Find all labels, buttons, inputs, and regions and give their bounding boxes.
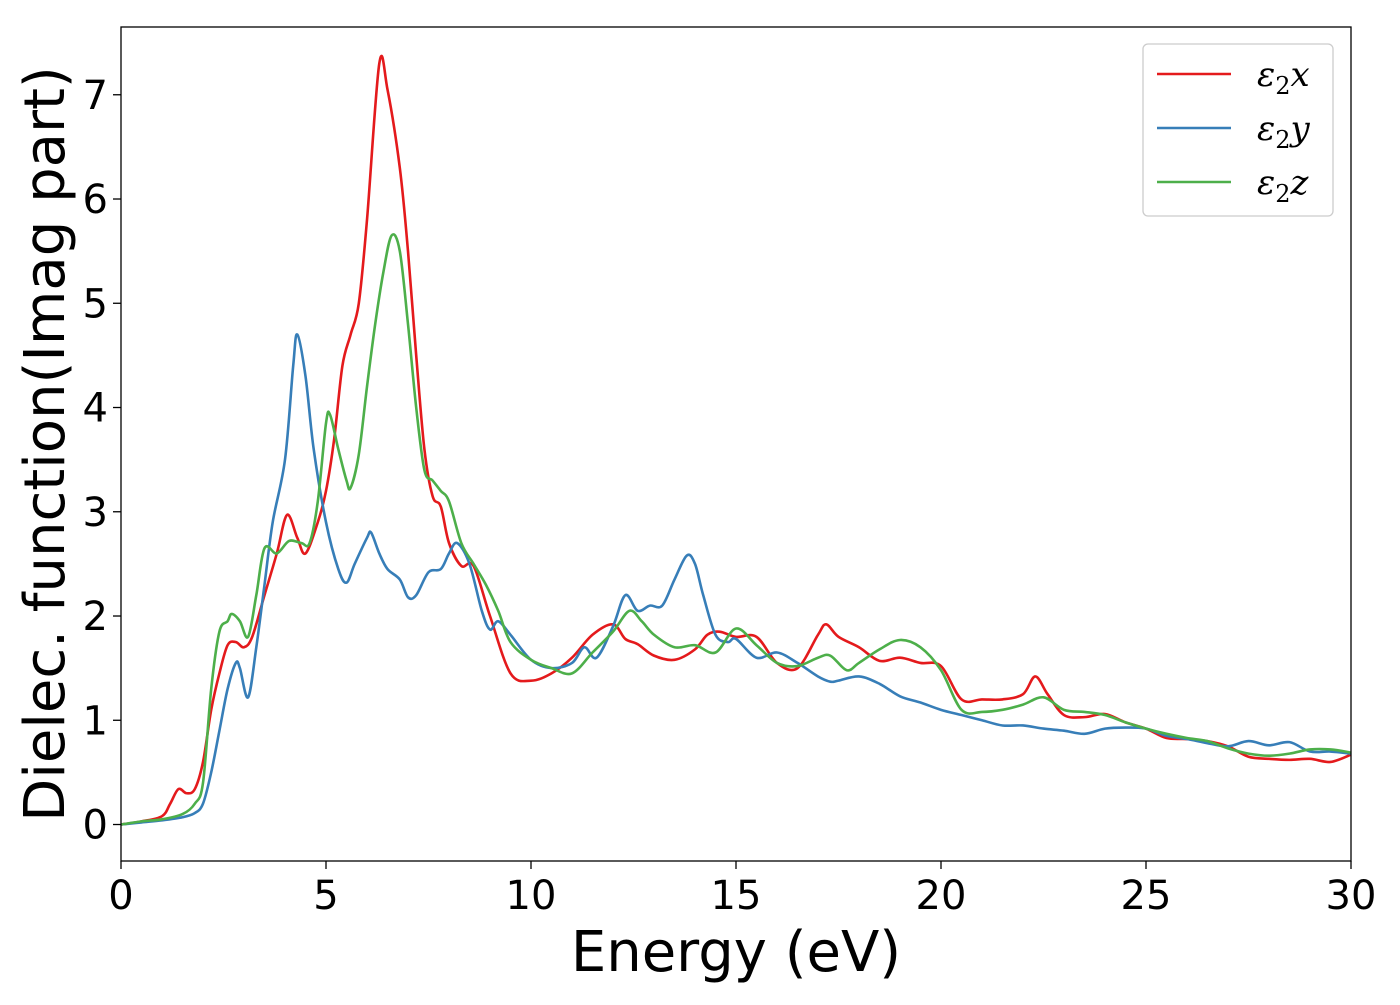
x-tick-label: 20 (916, 873, 967, 919)
y-tick-label: 2 (83, 594, 108, 640)
x-tick-label: 15 (711, 873, 762, 919)
x-axis: 0 5 10 15 20 25 30 (108, 861, 1376, 919)
y-tick-label: 7 (83, 73, 108, 119)
series-line-y (120, 333, 1352, 826)
y-tick-label: 5 (83, 281, 108, 327)
y-tick-label: 1 (83, 698, 108, 744)
x-tick-label: 25 (1121, 873, 1172, 919)
legend-label-z: ε2z (1257, 163, 1310, 208)
x-tick-label: 5 (313, 873, 338, 919)
legend-label-x: ε2x (1257, 55, 1310, 100)
x-tick-label: 10 (506, 873, 557, 919)
legend: ε2x ε2y ε2z (1142, 43, 1334, 217)
y-tick-label: 3 (83, 490, 108, 536)
legend-label-y: ε2y (1257, 109, 1311, 154)
y-axis: 0 1 2 3 4 5 6 7 (83, 73, 121, 849)
x-axis-title: Energy (eV) (571, 920, 901, 985)
y-axis-title: Dielec. function(Imag part) (13, 66, 78, 822)
series-line-x (120, 54, 1352, 826)
series-layer (120, 54, 1352, 826)
x-tick-label: 30 (1326, 873, 1377, 919)
x-tick-label: 0 (108, 873, 133, 919)
y-tick-label: 4 (83, 386, 108, 432)
y-tick-label: 6 (83, 177, 108, 223)
legend-frame (1142, 43, 1334, 217)
y-tick-label: 0 (83, 803, 108, 849)
series-line-z (120, 233, 1352, 826)
